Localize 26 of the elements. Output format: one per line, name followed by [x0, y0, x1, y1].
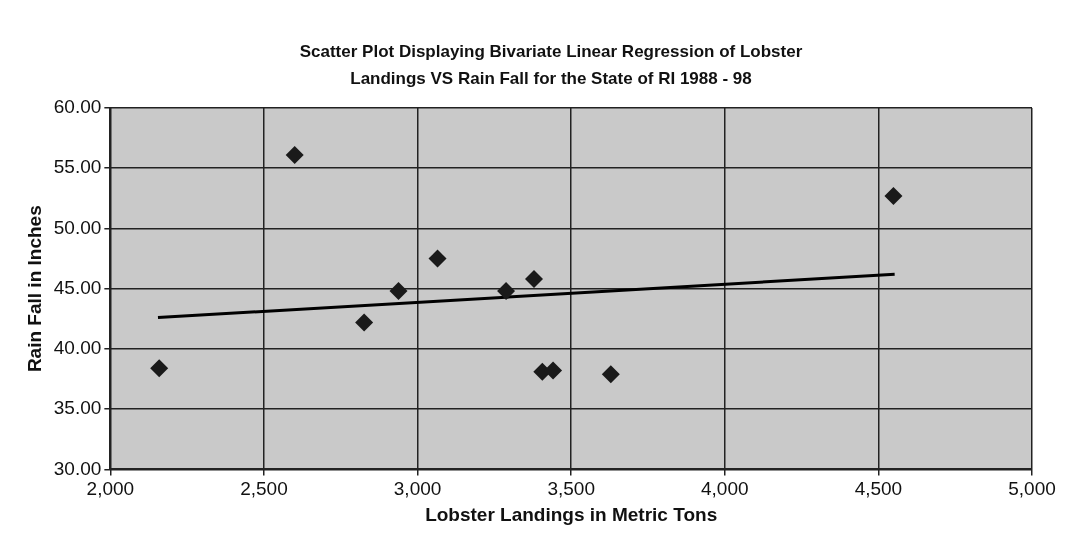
- point: [884, 186, 903, 205]
- point: [525, 270, 543, 289]
- y-tick-label: 60.00: [53, 96, 102, 118]
- point: [497, 282, 516, 301]
- x-tick-label: 3,000: [393, 478, 442, 500]
- y-axis-title: Rain Fall in Inches: [23, 205, 45, 373]
- y-tick-label: 30.00: [53, 457, 102, 479]
- x-tick-label: 4,000: [701, 478, 749, 500]
- point: [355, 313, 374, 332]
- chart-title: Scatter Plot Displaying Bivariate Linear Regression of Lobster Landings VS Rain Fall for the State of RI 1988 - 98: [298, 41, 804, 90]
- y-tick-label: 40.00: [53, 337, 102, 359]
- x-tick-label: 4,500: [854, 478, 903, 500]
- y-tick-label: 50.00: [53, 216, 102, 238]
- point: [150, 359, 169, 378]
- y-tick-label: 55.00: [53, 156, 102, 178]
- y-tick-label: 45.00: [53, 276, 102, 298]
- x-tick-label: 3,500: [547, 478, 595, 500]
- point: [389, 282, 408, 301]
- x-axis-title: Lobster Landings in Metric Tons: [425, 503, 718, 525]
- x-tick-label: 2,500: [240, 478, 288, 500]
- x-tick-label: 2,000: [86, 478, 135, 500]
- x-tick-label: 5,000: [1008, 478, 1056, 500]
- point: [601, 365, 620, 384]
- point: [285, 145, 304, 164]
- y-tick-label: 35.00: [53, 397, 102, 419]
- point: [428, 249, 447, 268]
